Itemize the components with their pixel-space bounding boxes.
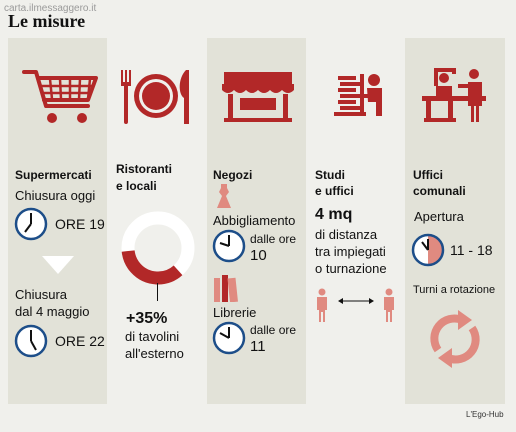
librerie-label: Librerie [213,305,257,320]
rotation-arrows-icon [430,310,480,368]
time-today: ORE 19 [55,216,105,232]
abbigliamento-from-label: dalle ore [250,232,297,246]
closing-may-line2: dal 4 maggio [15,304,90,319]
rotation-label: Turni a rotazione [413,284,496,296]
librerie-hour: 11 [250,338,266,355]
studi-note-line1: di distanza [315,227,378,242]
clock-icon [411,233,445,267]
storefront-icon [222,72,294,122]
closing-may-line1: Chiusura [15,287,68,302]
time-may: ORE 22 [55,333,105,349]
supermercati-heading: Supermercati [15,168,92,182]
abbigliamento-hour: 10 [250,247,267,264]
abbigliamento-label: Abbigliamento [213,213,296,228]
increase-note-line2: all'esterno [125,346,184,361]
books-icon [214,275,238,302]
negozi-heading: Negozi [213,168,253,182]
librerie-from-label: dalle ore [250,323,297,337]
ring-fill-35-percent [121,211,195,285]
clock-icon [212,321,246,355]
plate-cutlery-icon [121,70,189,124]
column-studi [306,38,405,404]
tables-ring-chart [121,211,195,285]
counter-clerk-icon [422,68,486,122]
watermark: carta.ilmessaggero.it [4,3,97,14]
dress-icon [217,184,231,208]
arrow-down-icon [42,256,74,274]
studi-heading-line1: Studi [315,168,345,182]
ristoranti-heading-line1: Ristoranti [116,162,173,176]
clock-icon [14,324,48,358]
page-title: Le misure [8,11,86,31]
person-icon [317,288,327,322]
pointer-line [157,283,158,301]
office-worker-icon [334,74,382,116]
person-icon [384,288,394,322]
studi-heading-line2: e uffici [315,184,354,198]
credit: L'Ego-Hub [466,410,504,419]
office-hours: 11 - 18 [450,242,493,258]
uffici-heading-line2: comunali [413,184,466,198]
double-arrow-icon [338,298,374,304]
closing-today-label: Chiusura oggi [15,188,96,203]
studi-note-line3: o turnazione [315,261,387,276]
distance-value: 4 mq [315,206,353,223]
increase-value: +35% [126,310,168,327]
increase-note-line1: di tavolini [125,329,180,344]
shopping-cart-icon [22,70,98,123]
studi-note-line2: tra impiegati [315,244,386,259]
clock-icon [212,229,246,263]
uffici-heading-line1: Uffici [413,168,443,182]
clock-icon [14,207,48,241]
ristoranti-heading-line2: e locali [116,179,157,193]
opening-label: Apertura [414,209,464,224]
